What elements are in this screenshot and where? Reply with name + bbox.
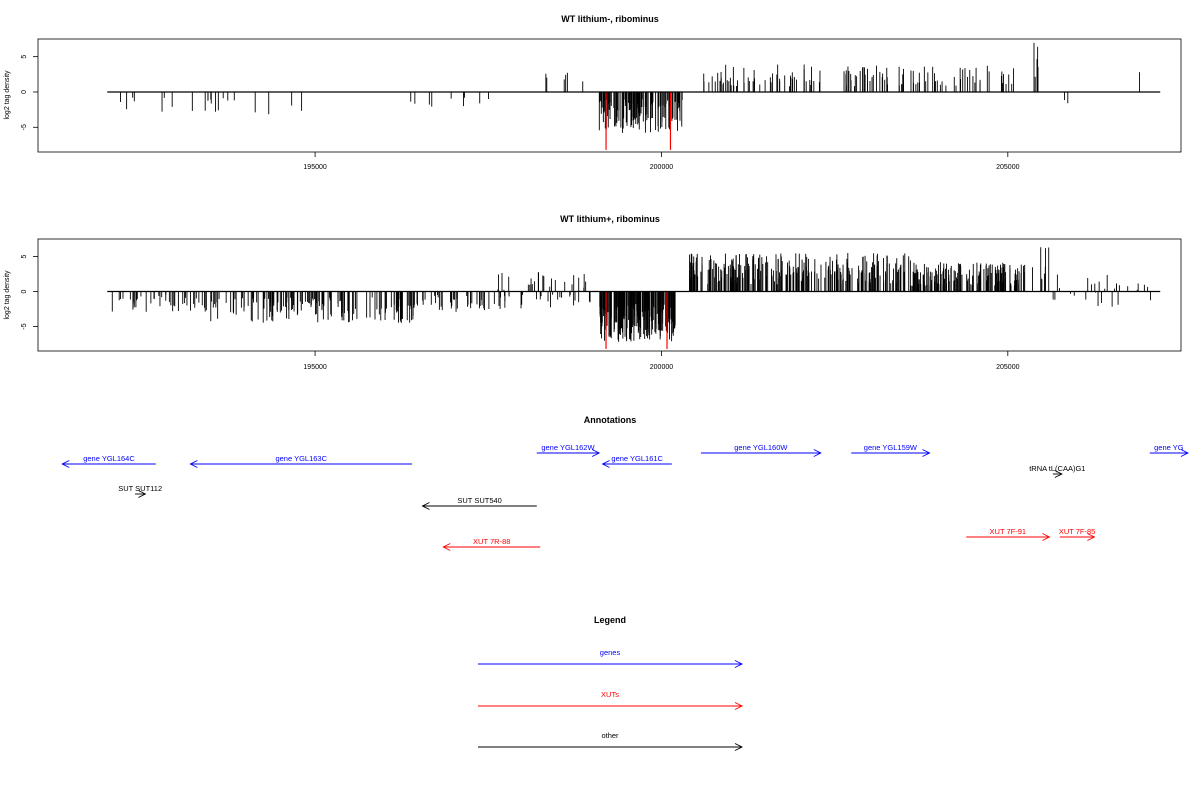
plot-frame: [37, 38, 1182, 153]
bars-group: [107, 247, 1161, 349]
legend-items: genes XUTs other: [478, 648, 744, 751]
y-tick-label: -5: [21, 323, 28, 329]
annotation-label: gene YGL162W: [541, 443, 595, 452]
legend-title: Legend: [594, 615, 626, 625]
annotation-label: XUT 7F-91: [990, 527, 1027, 536]
panel-title: WT lithium-, ribominus: [561, 14, 659, 24]
x-tick-label: 195000: [303, 164, 326, 171]
y-tick-label: 0: [21, 90, 28, 94]
annotation-feature: gene YGL159W: [851, 443, 931, 457]
legend-item: other: [478, 731, 744, 751]
arrow-head: [1042, 533, 1051, 541]
annotation-label: gene YGL161C: [611, 454, 663, 463]
arrow-head: [1054, 470, 1063, 478]
annotation-label: gene YGL159W: [864, 443, 918, 452]
annotation-label: SUT SUT112: [118, 484, 162, 493]
x-tick-label: 205000: [996, 364, 1019, 371]
arrow-head: [734, 743, 744, 751]
arrow-head: [591, 449, 601, 457]
track-panel-lithium-plus: WT lithium+, ribominus log2 tag density …: [4, 214, 1182, 371]
y-axis-label: log2 tag density: [4, 270, 11, 320]
axes-group: 195000 200000 205000 5 0 -5: [21, 254, 1020, 371]
arrow-head: [813, 449, 822, 457]
annotation-feature: gene YGL161C: [601, 454, 672, 468]
panel-title: WT lithium+, ribominus: [560, 214, 660, 224]
x-tick-label: 200000: [650, 364, 673, 371]
annotation-label: gene YG: [1154, 443, 1184, 452]
y-tick-label: 5: [21, 55, 28, 59]
x-tick-label: 205000: [996, 164, 1019, 171]
arrow-head: [1180, 449, 1189, 457]
annotations-track: Annotations gene YGL164C gene YGL163Cgene…: [61, 415, 1189, 551]
legend-label: genes: [600, 648, 621, 657]
annotation-feature: gene YGL163C: [189, 454, 413, 468]
legend-label: other: [601, 731, 619, 740]
legend-label: XUTs: [601, 690, 619, 699]
x-tick-label: 200000: [650, 164, 673, 171]
annotation-feature: tRNA tL(CAA)G1: [1029, 464, 1085, 478]
arrow-head: [1087, 533, 1096, 541]
annotation-label: gene YGL164C: [83, 454, 135, 463]
annotation-label: SUT SUT540: [457, 496, 501, 505]
plot-frame: [37, 238, 1182, 352]
arrow-head: [601, 460, 610, 468]
legend: Legend genes XUTs other: [478, 615, 744, 751]
annotation-feature: gene YGL164C: [61, 454, 156, 468]
y-tick-label: 0: [21, 289, 28, 293]
x-tick-label: 195000: [303, 364, 326, 371]
annotation-feature: gene YGL162W: [536, 443, 601, 457]
track-panel-lithium-minus: WT lithium-, ribominus log2 tag density …: [4, 14, 1182, 171]
annotations-title: Annotations: [584, 415, 637, 425]
annotation-feature: XUT 7R-88: [442, 537, 541, 551]
arrow-head: [138, 490, 147, 498]
arrow-head: [922, 449, 931, 457]
annotation-feature: gene YG: [1149, 443, 1189, 457]
legend-item: genes: [478, 648, 744, 668]
y-tick-label: -5: [21, 124, 28, 130]
annotation-features: gene YGL164C gene YGL163C gene YGL162W gene…: [61, 443, 1189, 551]
annotation-label: tRNA tL(CAA)G1: [1029, 464, 1085, 473]
y-axis-label: log2 tag density: [4, 70, 11, 120]
annotation-feature: SUT SUT540: [421, 496, 537, 510]
arrow-head: [442, 543, 451, 551]
arrow-head: [189, 460, 198, 468]
arrow-head: [61, 460, 70, 468]
legend-item: XUTs: [478, 690, 744, 710]
annotation-label: gene YGL160W: [734, 443, 788, 452]
y-tick-label: 5: [21, 254, 28, 258]
arrow-head: [734, 660, 744, 668]
annotation-label: XUT 7R-88: [473, 537, 510, 546]
annotation-label: gene YGL163C: [275, 454, 327, 463]
axes-group: 195000 200000 205000 5 0 -5: [21, 55, 1020, 171]
annotation-feature: gene YGL160W: [700, 443, 822, 457]
annotation-feature: XUT 7F-91: [966, 527, 1051, 541]
annotation-feature: XUT 7F-85: [1059, 527, 1096, 541]
bars-group: [107, 42, 1161, 150]
arrow-head: [421, 502, 430, 510]
annotation-feature: SUT SUT112: [118, 484, 162, 498]
arrow-head: [734, 702, 744, 710]
annotation-label: XUT 7F-85: [1059, 527, 1096, 536]
